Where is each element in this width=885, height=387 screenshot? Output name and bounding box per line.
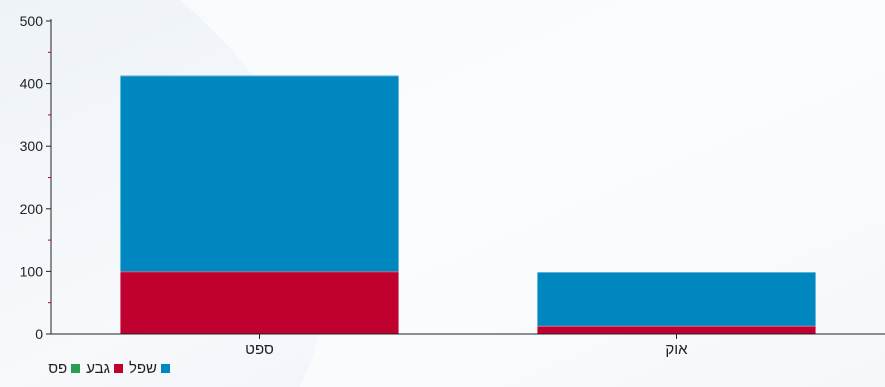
- legend-item[interactable]: גבע: [86, 360, 123, 377]
- y-axis: 0 100 200 300 400 500: [20, 13, 52, 342]
- legend-label: גבע: [86, 360, 110, 377]
- legend-item[interactable]: פס: [48, 360, 81, 377]
- bar-segment[interactable]: [120, 271, 399, 334]
- y-tick-label: 400: [20, 76, 44, 92]
- legend-swatch: [113, 364, 123, 373]
- x-tick-label: אוק: [665, 341, 688, 358]
- y-tick-label: 200: [20, 201, 44, 217]
- x-tick-label: ספט: [245, 341, 274, 358]
- bar-segment[interactable]: [120, 75, 399, 272]
- y-tick-label: 100: [20, 263, 44, 279]
- y-tick-label: 0: [35, 326, 43, 342]
- y-tick-label: 500: [20, 13, 44, 29]
- x-axis: ספט אוק: [51, 333, 885, 358]
- legend-label: פס: [48, 360, 68, 377]
- legend-swatch: [71, 364, 81, 373]
- legend-label: שפל: [128, 360, 157, 377]
- bar-series: [120, 75, 816, 334]
- legend: פס גבע שפל: [0, 355, 170, 387]
- legend-item[interactable]: שפל: [129, 360, 170, 377]
- legend-swatch: [161, 364, 170, 373]
- bar-segment[interactable]: [537, 325, 816, 334]
- bar-segment[interactable]: [537, 272, 816, 326]
- y-tick-label: 300: [20, 138, 44, 154]
